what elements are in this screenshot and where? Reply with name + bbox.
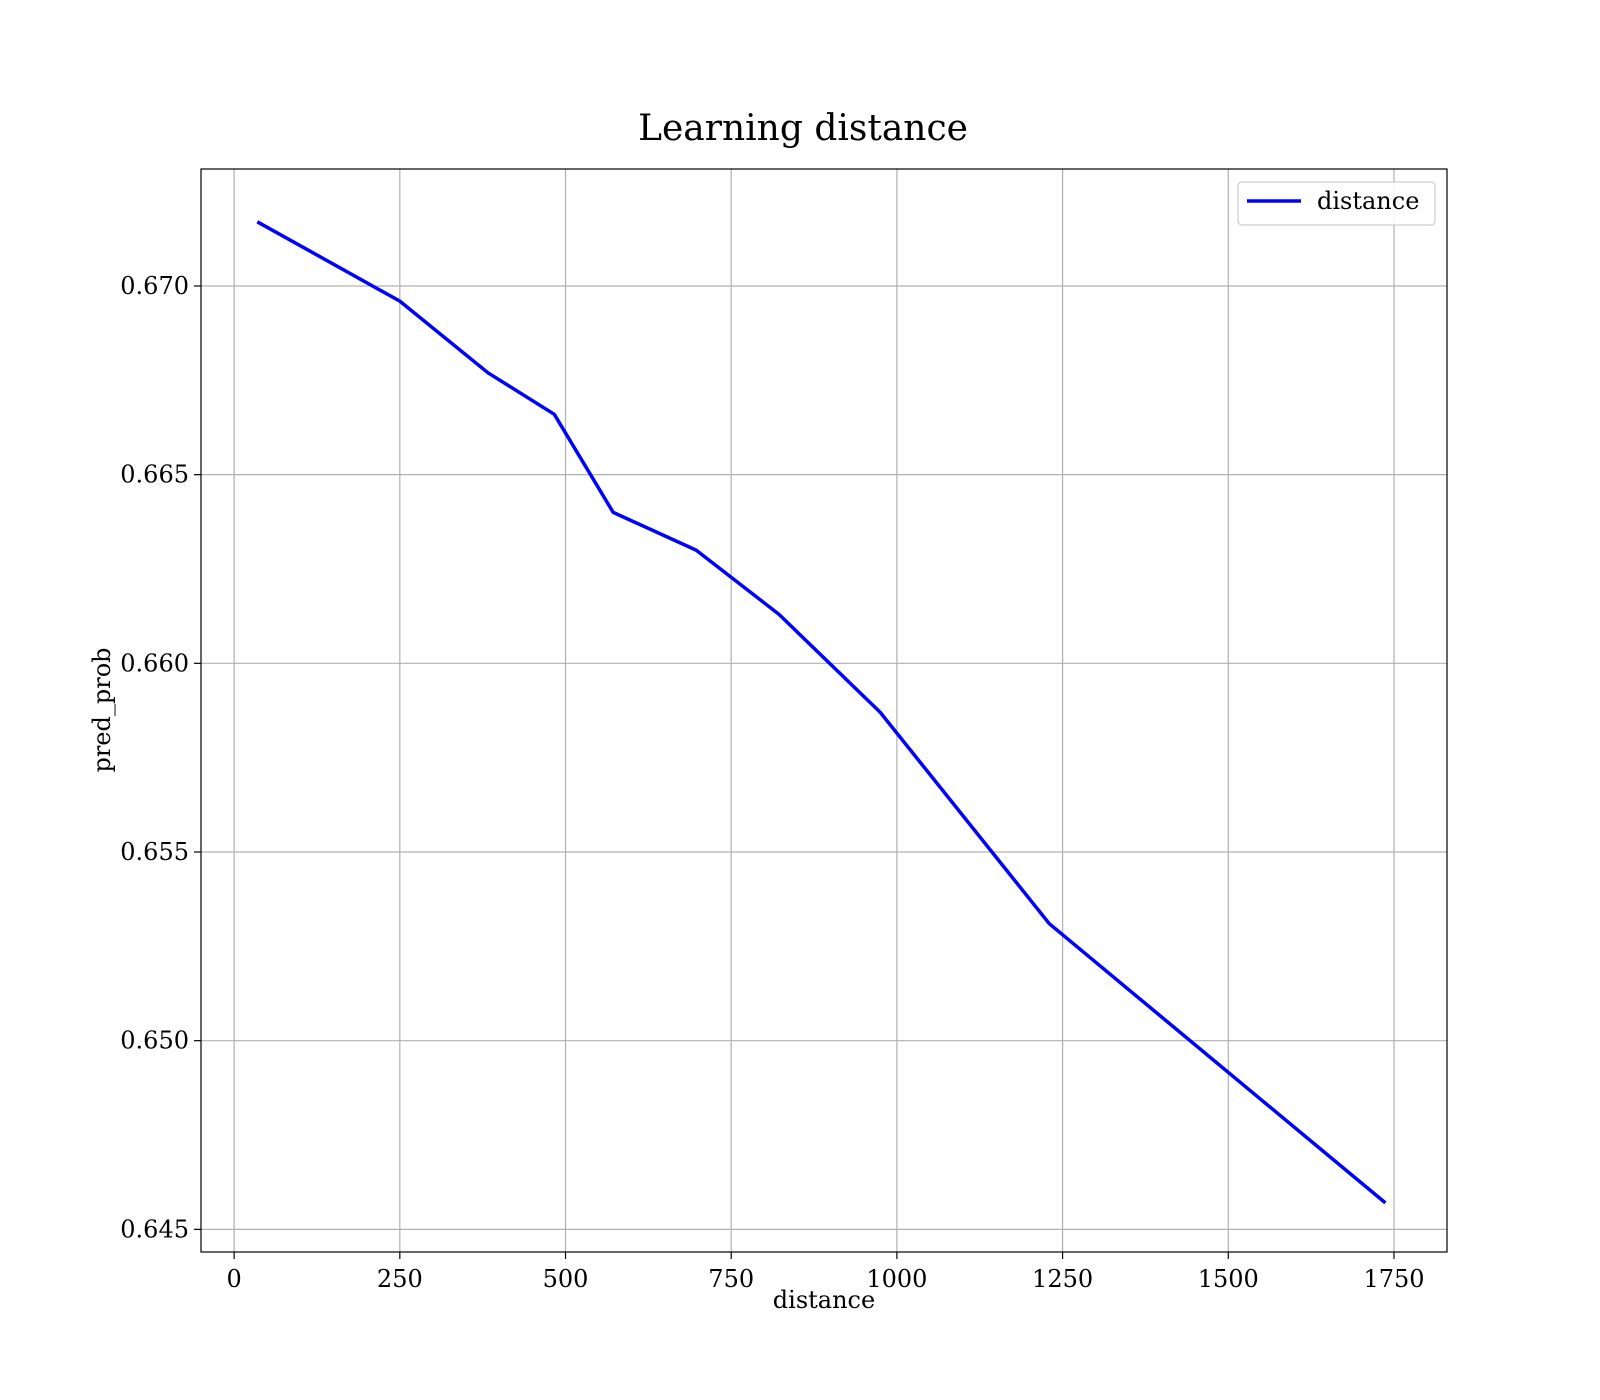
legend-box bbox=[1237, 181, 1436, 226]
series-layer bbox=[256, 220, 1387, 1205]
chart-title: Learning distance bbox=[638, 108, 968, 149]
y-tick-label: 0.645 bbox=[120, 1215, 189, 1243]
x-tick-label: 1500 bbox=[1198, 1265, 1259, 1293]
axis-ticks: 0 250 500 750 1000 1250 1500 1750 0.645 0.650 0.65… bbox=[120, 272, 1424, 1293]
x-axis-label: distance bbox=[773, 1286, 875, 1314]
grid-lines bbox=[201, 169, 1447, 1252]
series-line-distance bbox=[256, 220, 1387, 1205]
x-tick-label: 750 bbox=[708, 1265, 754, 1293]
y-tick-label: 0.650 bbox=[120, 1027, 189, 1055]
legend: distance bbox=[1237, 181, 1436, 226]
plot-area-frame bbox=[200, 168, 1448, 1253]
legend-label: distance bbox=[1317, 187, 1419, 215]
y-tick-label: 0.655 bbox=[120, 838, 189, 866]
x-tick-label: 0 bbox=[226, 1265, 241, 1293]
y-axis-label: pred_prob bbox=[88, 647, 116, 772]
x-tick-label: 1750 bbox=[1363, 1265, 1424, 1293]
x-tick-label: 500 bbox=[543, 1265, 589, 1293]
x-tick-label: 1000 bbox=[866, 1265, 927, 1293]
y-tick-label: 0.660 bbox=[120, 649, 189, 677]
y-tick-label: 0.670 bbox=[120, 272, 189, 300]
x-tick-label: 250 bbox=[377, 1265, 423, 1293]
x-tick-label: 1250 bbox=[1032, 1265, 1093, 1293]
y-tick-label: 0.665 bbox=[120, 461, 189, 489]
